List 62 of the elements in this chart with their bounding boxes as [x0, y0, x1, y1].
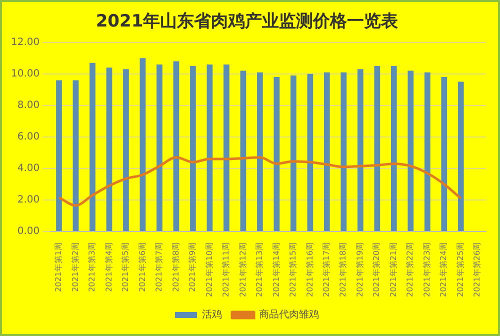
bar [140, 58, 146, 231]
x-tick-label: 2021年第15周 [288, 242, 298, 298]
legend-label: 活鸡 [202, 308, 222, 321]
x-tick-label: 2021年第21周 [388, 242, 398, 298]
chart-title: 2021年山东省肉鸡产业监测价格一览表 [96, 12, 400, 32]
y-tick-label: 10.00 [10, 68, 40, 80]
bar [441, 77, 448, 231]
x-tick-label: 2021年第9周 [188, 242, 198, 292]
x-tick-label: 2021年第3周 [88, 242, 97, 292]
x-tick-label: 2021年第22周 [406, 242, 415, 298]
x-tick-label: 2021年第11周 [222, 242, 231, 298]
x-tick-label: 2021年第19周 [355, 242, 364, 298]
bar [374, 66, 380, 231]
bar [190, 66, 196, 231]
x-tick-label: 2021年第17周 [322, 242, 331, 298]
bar [240, 70, 246, 231]
x-tick-label: 2021年第2周 [70, 242, 80, 292]
x-tick-label: 2021年第6周 [138, 242, 147, 292]
bar [274, 77, 280, 231]
y-tick-label: 2.00 [17, 194, 40, 206]
bar [156, 64, 162, 231]
y-tick-label: 12.00 [10, 36, 40, 48]
x-tick-label: 2021年第25周 [456, 242, 465, 298]
bar [72, 80, 79, 231]
x-tick-label: 2021年第5周 [121, 242, 130, 292]
bar [408, 70, 414, 231]
x-tick-label: 2021年第16周 [305, 242, 314, 298]
y-tick-label: 0.00 [17, 226, 40, 238]
x-tick-label: 2021年第14周 [272, 242, 281, 298]
bar [123, 69, 129, 231]
bar [458, 82, 464, 231]
x-tick-label: 2021年第1周 [54, 242, 64, 292]
bar [324, 72, 330, 231]
x-tick-label: 2021年第13周 [255, 242, 264, 298]
x-tick-label: 2021年第4周 [104, 242, 114, 292]
x-tick-label: 2021年第23周 [422, 242, 432, 298]
x-tick-label: 2021年第12周 [238, 242, 248, 298]
bar [224, 64, 230, 231]
x-tick-label: 2021年第20周 [372, 242, 382, 298]
bar [340, 72, 347, 231]
bar [106, 68, 112, 231]
line-series [58, 156, 462, 207]
bar [424, 72, 430, 231]
bar [390, 66, 397, 231]
legend-label: 商品代肉雏鸡 [259, 308, 319, 321]
bar [173, 61, 180, 231]
x-tick-label: 2021年第18周 [338, 242, 348, 298]
y-tick-label: 6.00 [17, 132, 40, 143]
x-tick-label: 2021年第26周 [472, 242, 482, 298]
x-tick-label: 2021年第24周 [439, 242, 448, 298]
bar [90, 62, 96, 231]
x-tick-label: 2021年第8周 [171, 242, 180, 292]
bar [357, 69, 364, 231]
bar [257, 72, 263, 231]
y-tick-label: 4.00 [17, 163, 40, 174]
bar [307, 74, 314, 231]
bar [206, 64, 213, 231]
x-tick-label: 2021年第7周 [154, 242, 164, 292]
x-tick-label: 2021年第10周 [204, 242, 214, 298]
bar [290, 75, 296, 231]
y-tick-label: 8.00 [17, 100, 40, 112]
bar [56, 80, 62, 231]
